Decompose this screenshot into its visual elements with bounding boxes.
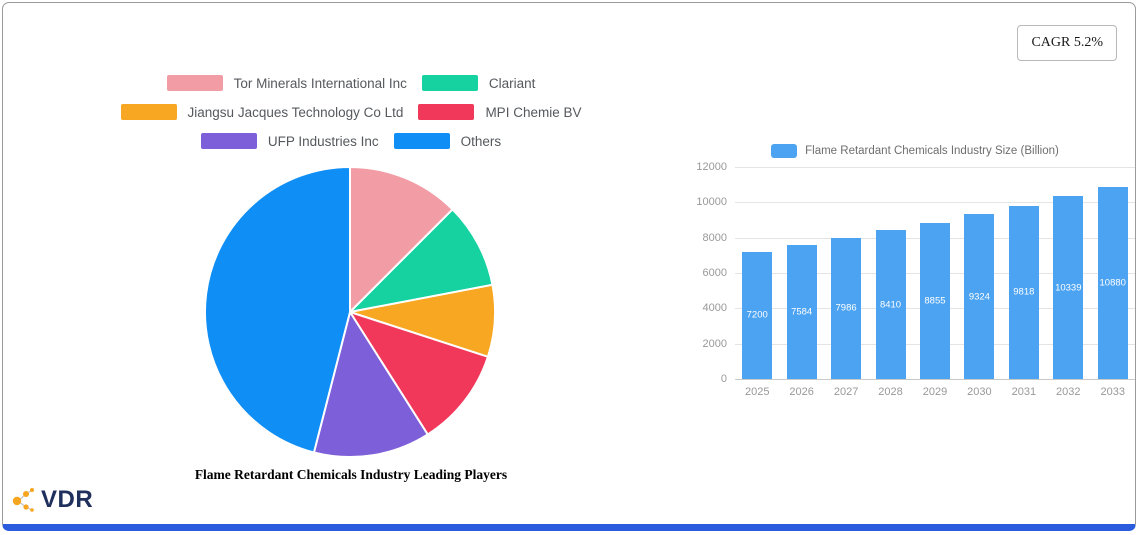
pie-legend-item[interactable]: UFP Industries Inc <box>200 133 379 149</box>
pie-slice-3[interactable] <box>347 310 490 436</box>
bar-value-label: 7584 <box>791 306 813 318</box>
legend-swatch <box>393 133 450 149</box>
x-axis-labels: 2025 2026 2027 2028 2029 2030 2031 2032 2033 <box>735 386 1135 398</box>
bar-2031: 9818 <box>1008 205 1039 379</box>
pie-legend-row: Jiangsu Jacques Technology Co Ltd MPI Che… <box>41 104 661 120</box>
legend-swatch <box>166 75 223 91</box>
bar-column: 7200 <box>735 167 779 379</box>
bar-column: 8410 <box>868 167 912 379</box>
bar-column: 7986 <box>824 167 868 379</box>
y-tick-label: 2000 <box>702 337 727 350</box>
y-tick-label: 10000 <box>696 196 727 209</box>
pie-legend-row: Tor Minerals International Inc Clariant <box>41 75 661 91</box>
bar-column: 7584 <box>779 167 823 379</box>
legend-label: Jiangsu Jacques Technology Co Ltd <box>187 104 404 120</box>
y-axis-labels: 0 2000 4000 6000 8000 10000 12000 <box>689 161 727 385</box>
pie-slice-1[interactable] <box>347 208 494 314</box>
pie-legend-row: UFP Industries Inc Others <box>41 133 661 149</box>
bar-2026: 7584 <box>786 245 817 379</box>
x-tick-label: 2033 <box>1100 386 1125 398</box>
legend-swatch <box>200 133 257 149</box>
bar-legend-swatch <box>771 144 798 158</box>
bar-column: 8855 <box>913 167 957 379</box>
legend-label: UFP Industries Inc <box>267 133 379 149</box>
legend-label: MPI Chemie BV <box>485 104 582 120</box>
bar-column: 10880 <box>1091 167 1135 379</box>
bar-value-label: 9324 <box>968 291 990 303</box>
bar-legend-label: Flame Retardant Chemicals Industry Size … <box>805 145 1059 157</box>
bar-2033: 10880 <box>1097 186 1128 379</box>
bar-plot: 0 2000 4000 6000 8000 10000 12000 7200 7584 7986… <box>689 161 1140 417</box>
bars: 7200 7584 7986 8410 8855 9324 9818 10339 10880 <box>735 167 1135 379</box>
bar-column: 10339 <box>1046 167 1090 379</box>
bar-value-label: 7986 <box>835 302 857 314</box>
gridline <box>735 202 1135 204</box>
bar-column: 9818 <box>1002 167 1046 379</box>
pie-legend-item[interactable]: Others <box>393 133 502 149</box>
bar-value-label: 8410 <box>879 299 902 311</box>
legend-label: Others <box>460 133 502 149</box>
bar-chart-section: Flame Retardant Chemicals Industry Size … <box>689 143 1140 417</box>
bar-value-label: 7200 <box>746 309 768 321</box>
pie-slice-4[interactable] <box>312 309 430 458</box>
bar-value-label: 10880 <box>1099 277 1126 289</box>
x-tick-label: 2030 <box>967 386 992 398</box>
bar-value-label: 9818 <box>1013 286 1035 298</box>
pie-chart <box>204 165 497 458</box>
bar-2030: 9324 <box>964 214 995 379</box>
x-tick-label: 2027 <box>833 386 859 398</box>
bar-2029: 8855 <box>919 222 950 379</box>
cagr-label: CAGR 5.2% <box>1031 35 1103 50</box>
bar-value-label: 8855 <box>924 295 946 307</box>
x-tick-label: 2029 <box>922 386 948 398</box>
bar-2027: 7986 <box>831 237 862 379</box>
pie-legend-item[interactable]: MPI Chemie BV <box>418 104 581 120</box>
pie-legend-item[interactable]: Tor Minerals International Inc <box>166 75 407 91</box>
x-tick-label: 2028 <box>878 386 903 398</box>
x-tick-label: 2026 <box>789 386 814 398</box>
pie-slice-5[interactable] <box>204 165 351 454</box>
bar-value-label: 10339 <box>1055 282 1082 294</box>
x-tick-label: 2025 <box>744 386 770 398</box>
logo-text: VDR <box>41 486 94 513</box>
legend-label: Tor Minerals International Inc <box>233 75 407 91</box>
gridline <box>735 167 1135 168</box>
bar-2028: 8410 <box>875 230 906 379</box>
cagr-badge: CAGR 5.2% <box>1017 25 1117 61</box>
pie-legend-item[interactable]: Clariant <box>421 75 536 91</box>
bar-legend-item[interactable]: Flame Retardant Chemicals Industry Size … <box>689 143 1140 159</box>
y-tick-label: 8000 <box>702 231 727 244</box>
x-tick-label: 2032 <box>1056 386 1081 398</box>
pie-legend: Tor Minerals International Inc Clariant Ji… <box>41 75 661 162</box>
pie-chart-title: Flame Retardant Chemicals Industry Leadi… <box>194 467 508 482</box>
bar-column: 9324 <box>957 167 1001 379</box>
legend-swatch <box>120 104 177 120</box>
network-dots-icon <box>12 488 34 512</box>
y-tick-label: 0 <box>720 373 727 385</box>
legend-swatch <box>421 75 478 91</box>
legend-swatch <box>418 104 475 120</box>
x-tick-label: 2031 <box>1011 386 1037 398</box>
pie-legend-item[interactable]: Jiangsu Jacques Technology Co Ltd <box>120 104 404 120</box>
y-tick-label: 6000 <box>702 267 727 279</box>
bar-2032: 10339 <box>1053 196 1084 379</box>
legend-label: Clariant <box>488 75 536 91</box>
y-tick-label: 12000 <box>696 161 727 173</box>
bar-2025: 7200 <box>742 251 773 379</box>
brand-logo: VDR <box>11 486 93 514</box>
bar-plot-area: 7200 7584 7986 8410 8855 9324 9818 10339 10880 <box>735 167 1135 380</box>
pie-slice-0[interactable] <box>349 165 454 315</box>
y-tick-label: 4000 <box>702 302 727 315</box>
